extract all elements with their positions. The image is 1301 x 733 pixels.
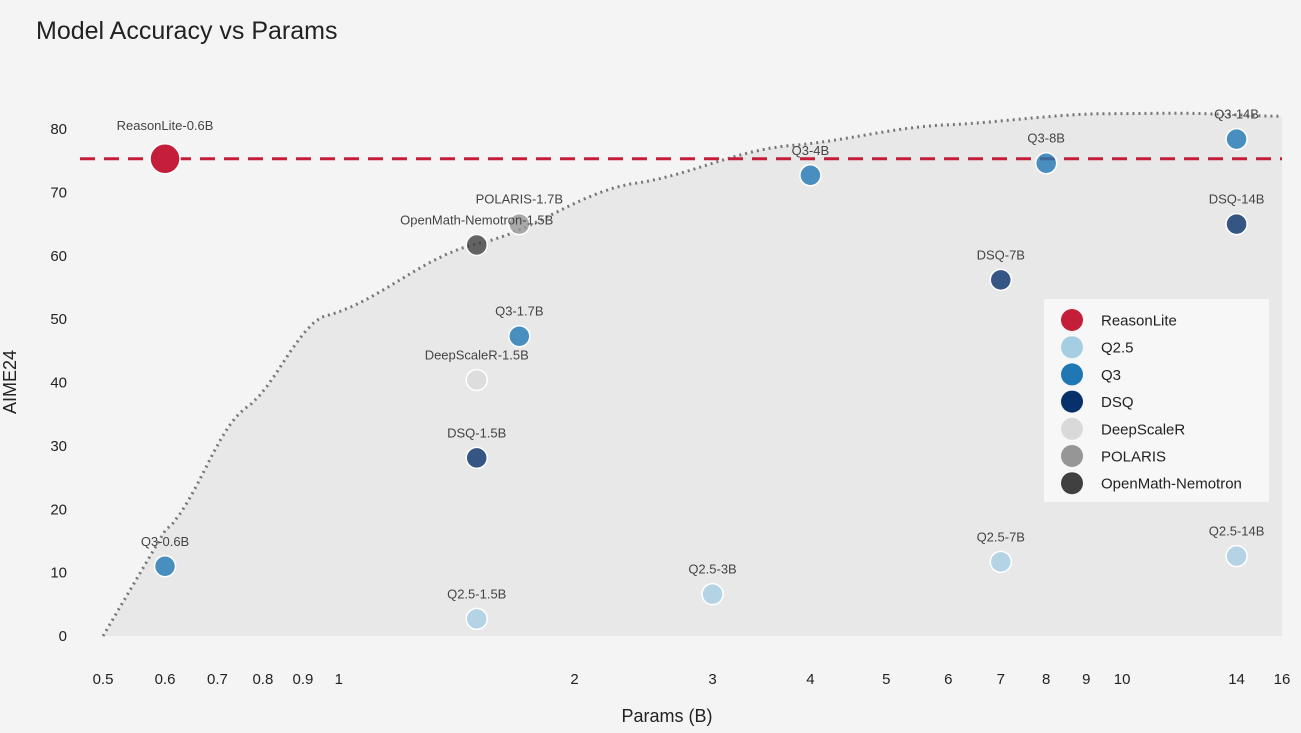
- y-tick-label: 80: [50, 121, 67, 138]
- y-axis-label: AIME24: [0, 350, 20, 414]
- point-label: Q2.5-14B: [1209, 524, 1265, 539]
- point-label: DSQ-14B: [1209, 192, 1265, 207]
- point-label: DSQ-7B: [977, 247, 1025, 262]
- point-label: Q3-14B: [1214, 107, 1259, 122]
- legend-marker-openmath-nemotron: [1061, 472, 1083, 495]
- legend-label: POLARIS: [1101, 449, 1166, 466]
- chart-title: Model Accuracy vs Params: [36, 17, 338, 45]
- point-label: Q3-1.7B: [495, 304, 543, 319]
- point-label: Q3-4B: [792, 143, 830, 158]
- legend-marker-dsq: [1061, 390, 1083, 413]
- data-point-q2.5: [465, 607, 488, 631]
- legend-label: OpenMath-Nemotron: [1101, 476, 1242, 493]
- x-tick-label: 4: [806, 671, 814, 688]
- x-tick-label: 14: [1228, 671, 1245, 688]
- x-tick-label: 2: [570, 671, 578, 688]
- legend-marker-reasonlite: [1061, 309, 1083, 331]
- x-tick-label: 1: [335, 671, 343, 688]
- data-point-deepscaler: [465, 368, 488, 392]
- legend-label: Q3: [1101, 367, 1121, 384]
- data-points: ReasonLite-0.6B Q2.5-1.5B Q2.5-3B Q2.5-7B Q2…: [117, 107, 1265, 631]
- x-tick-label: 0.6: [155, 671, 176, 688]
- x-tick-label: 3: [708, 671, 716, 688]
- legend-label: ReasonLite: [1101, 313, 1177, 330]
- legend-label: Q2.5: [1101, 340, 1134, 357]
- x-tick-label: 7: [997, 671, 1005, 688]
- y-axis-ticks: 0 10 20 30 40 50 60 70 80: [50, 121, 67, 645]
- y-tick-label: 70: [50, 184, 67, 201]
- data-point-q2.5: [989, 550, 1013, 574]
- legend-marker-polaris: [1061, 445, 1083, 467]
- point-label: Q2.5-3B: [688, 562, 736, 577]
- y-tick-label: 50: [50, 311, 67, 328]
- point-label: Q2.5-1.5B: [447, 586, 506, 601]
- data-point-dsq: [1225, 212, 1248, 236]
- data-point-openmath-nemotron: [465, 233, 488, 257]
- data-point-reasonlite: [149, 143, 181, 175]
- x-tick-label: 0.9: [293, 671, 314, 688]
- point-label: Q3-0.6B: [141, 534, 189, 549]
- x-tick-label: 8: [1042, 671, 1050, 688]
- legend-marker-deepscaler: [1061, 417, 1083, 440]
- y-tick-label: 0: [59, 628, 67, 645]
- y-tick-label: 20: [50, 501, 67, 518]
- legend-label: DeepScaleR: [1101, 421, 1185, 438]
- frontier-area: [103, 113, 1282, 636]
- x-tick-label: 0.8: [252, 671, 273, 688]
- frontier-curve: [101, 111, 1283, 637]
- y-tick-label: 30: [50, 438, 67, 455]
- data-point-q2.5: [701, 582, 724, 606]
- point-label: Q2.5-7B: [977, 529, 1025, 544]
- x-axis-ticks: 0.5 0.6 0.7 0.8 0.9 1 2 3 4 5 6 7 8 9 10 14 16: [93, 671, 1291, 688]
- y-tick-label: 10: [50, 565, 67, 582]
- x-tick-label: 0.5: [93, 671, 114, 688]
- legend-label: DSQ: [1101, 394, 1134, 411]
- x-tick-label: 9: [1082, 671, 1090, 688]
- legend: ReasonLite Q2.5 Q3 DSQ DeepScaleR POLARIS Open…: [1044, 299, 1269, 502]
- legend-marker-q3: [1061, 363, 1083, 386]
- x-tick-label: 0.7: [207, 671, 228, 688]
- data-point-q3: [1225, 127, 1248, 151]
- point-label: DSQ-1.5B: [447, 425, 506, 440]
- data-point-q3: [1034, 151, 1058, 175]
- point-label: Q3-8B: [1027, 131, 1065, 146]
- x-tick-label: 5: [882, 671, 890, 688]
- data-point-q3: [508, 324, 531, 348]
- legend-marker-q2.5: [1061, 336, 1083, 359]
- x-tick-label: 16: [1274, 671, 1291, 688]
- point-label: DeepScaleR-1.5B: [425, 347, 529, 362]
- data-point-q3: [153, 555, 177, 578]
- point-label: ReasonLite-0.6B: [117, 118, 214, 133]
- data-point-dsq: [989, 268, 1013, 292]
- x-tick-label: 6: [944, 671, 952, 688]
- y-tick-label: 60: [50, 248, 67, 265]
- point-label: OpenMath-Nemotron-1.5B: [400, 212, 553, 227]
- data-point-dsq: [465, 446, 488, 470]
- data-point-polaris: [508, 212, 531, 236]
- x-axis-label: Params (B): [621, 706, 712, 726]
- data-point-q3: [799, 164, 822, 187]
- point-label: POLARIS-1.7B: [476, 192, 563, 207]
- y-tick-label: 40: [50, 375, 67, 392]
- data-point-q2.5: [1225, 544, 1248, 568]
- x-tick-label: 10: [1114, 671, 1131, 688]
